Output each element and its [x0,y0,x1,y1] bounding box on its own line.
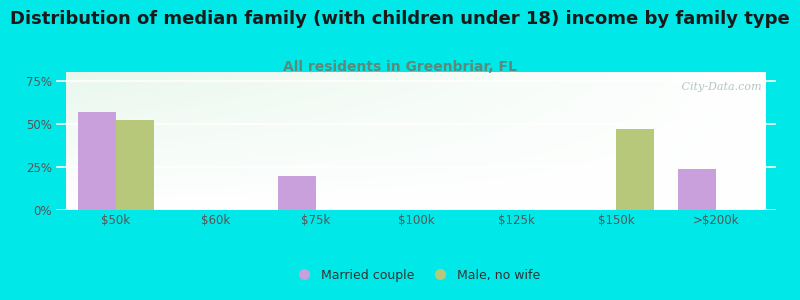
Legend: Married couple, Male, no wife: Married couple, Male, no wife [286,263,546,286]
Bar [678,169,716,210]
Bar [616,129,654,210]
Bar [278,176,316,210]
Text: City-Data.com: City-Data.com [678,82,762,92]
Text: All residents in Greenbriar, FL: All residents in Greenbriar, FL [283,60,517,74]
Bar [116,120,154,210]
Bar [78,112,116,210]
Text: Distribution of median family (with children under 18) income by family type: Distribution of median family (with chil… [10,11,790,28]
